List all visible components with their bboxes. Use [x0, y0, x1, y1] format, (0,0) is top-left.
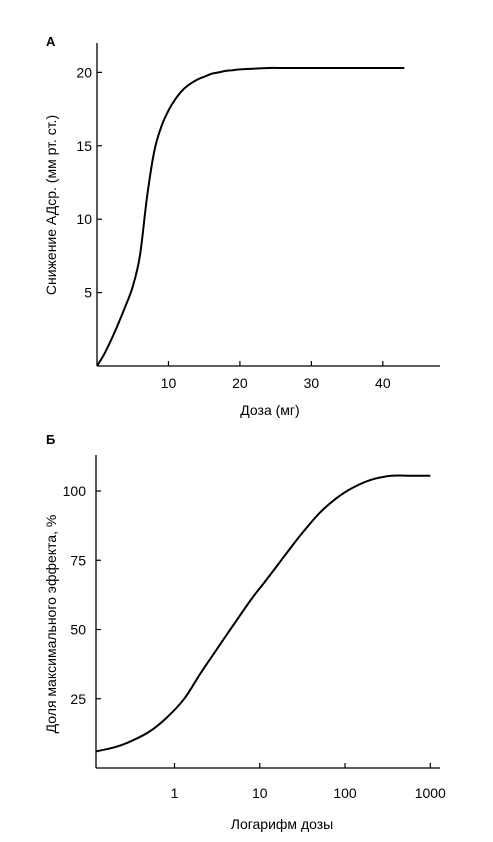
chart-a-x-tick-label-1: 20	[232, 375, 248, 391]
chart-b-y-tick-label-0: 25	[70, 691, 86, 707]
chart-a-y-tick-label-2: 15	[76, 138, 92, 154]
chart-b-panel-label: Б	[46, 432, 55, 447]
chart-a-x-tick-label-3: 40	[375, 375, 391, 391]
chart-a-y-tick-label-0: 5	[84, 285, 92, 301]
chart-b-y-tick-label-2: 75	[70, 552, 86, 568]
chart-a-x-tick-label-0: 10	[161, 375, 177, 391]
chart-a-panel-label: А	[46, 34, 56, 49]
chart-a-x-axis-title: Доза (мг)	[240, 402, 299, 418]
chart-a-ticks: 10 20 30 40 5 10 15 20	[76, 64, 390, 391]
chart-a-y-tick-label-3: 20	[76, 64, 92, 80]
chart-a: А 10 20 30 40 5 10 15 20 Доза (мг) Снижение АДс…	[43, 34, 440, 418]
chart-a-y-axis-title: Снижение АДср. (мм рт. ст.)	[43, 115, 59, 295]
chart-b-series-line	[95, 474, 431, 753]
chart-b-x-tick-label-2: 100	[333, 785, 357, 801]
chart-a-y-tick-label-1: 10	[76, 211, 92, 227]
chart-b-ticks: 1 10 100 1000 25 50 75 100	[63, 483, 446, 801]
chart-b-y-tick-label-1: 50	[70, 622, 86, 638]
chart-b-x-tick-label-0: 1	[171, 785, 179, 801]
chart-a-x-tick-label-2: 30	[304, 375, 320, 391]
chart-b-y-axis-title: Доля максимального эффекта, %	[43, 515, 59, 734]
chart-a-series-line	[96, 66, 405, 367]
chart-b-y-tick-label-3: 100	[63, 483, 87, 499]
chart-b: Б 1 10 100 1000 25 50 75 100 Логарифм дозы Доля…	[43, 432, 446, 832]
chart-b-x-tick-label-3: 1000	[415, 785, 446, 801]
chart-b-x-axis-title: Логарифм дозы	[231, 816, 333, 832]
chart-b-x-tick-label-1: 10	[252, 785, 268, 801]
